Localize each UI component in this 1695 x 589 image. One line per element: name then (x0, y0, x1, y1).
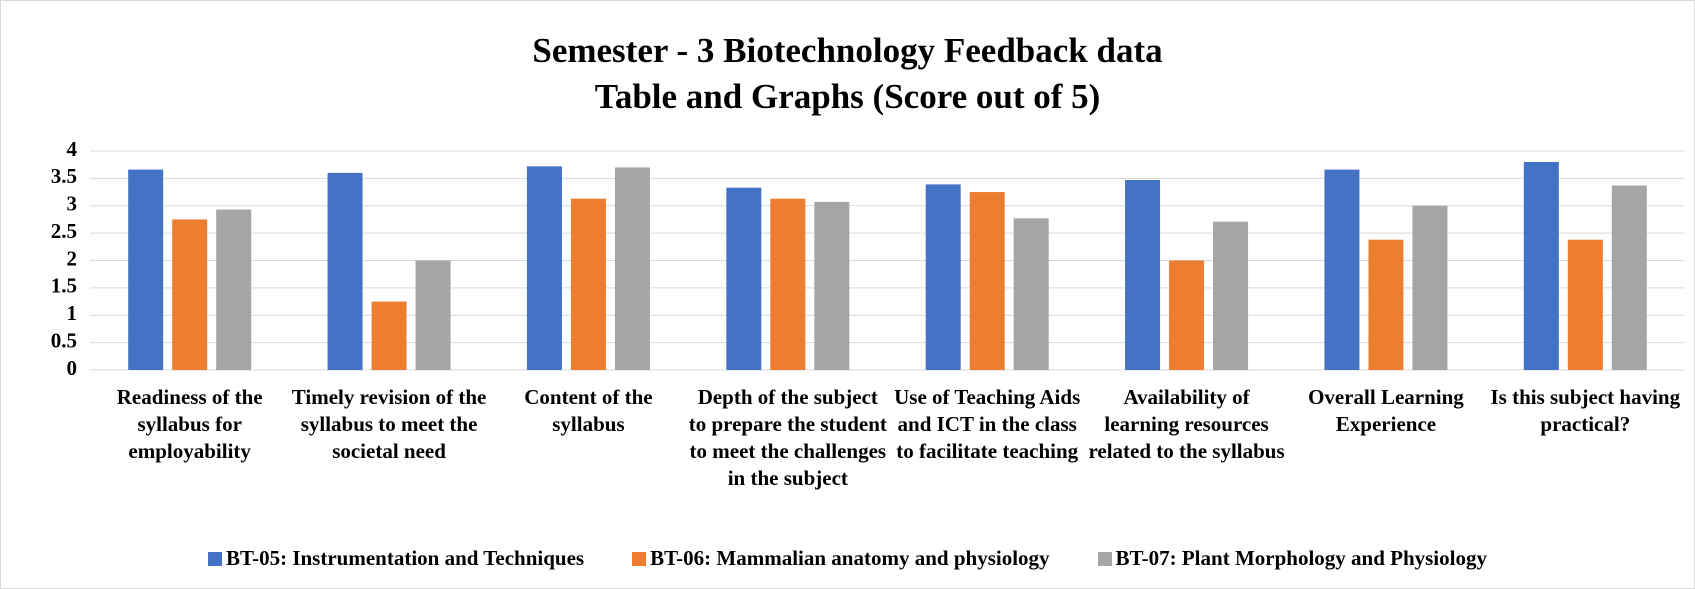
legend-label: BT-07: Plant Morphology and Physiology (1115, 546, 1487, 570)
bar (614, 167, 650, 370)
y-tick-label: 2 (67, 246, 78, 270)
bar (1368, 239, 1404, 370)
y-tick-label: 2.5 (51, 219, 77, 243)
bar (570, 198, 606, 370)
legend-swatch (632, 551, 647, 566)
x-tick-label: Availability of learning resources relat… (1088, 385, 1285, 463)
y-tick-label: 1 (67, 301, 78, 325)
bar (327, 172, 363, 370)
legend-swatch (1097, 551, 1112, 566)
x-tick-label: Readiness of the syllabus for employabil… (116, 385, 263, 463)
x-tick-label: Content of the syllabus (524, 385, 653, 436)
x-tick-label: Use of Teaching Aids and ICT in the clas… (894, 385, 1081, 463)
bar (1213, 221, 1249, 370)
x-tick-label: Depth of the subject to prepare the stud… (688, 385, 887, 490)
bar (1567, 239, 1603, 370)
y-tick-label: 4 (67, 137, 78, 161)
bar (128, 169, 164, 370)
x-tick-label: Is this subject having practical? (1490, 385, 1681, 436)
y-tick-label: 1.5 (51, 274, 77, 298)
bar (172, 219, 208, 370)
bar (925, 184, 961, 370)
bar (1523, 161, 1559, 370)
y-tick-label: 3 (67, 192, 78, 216)
legend-item: BT-07: Plant Morphology and Physiology (1097, 546, 1487, 571)
chart-subtitle: Table and Graphs (Score out of 5) (594, 77, 1101, 116)
legend-label: BT-06: Mammalian anatomy and physiology (650, 546, 1050, 570)
bar (726, 187, 762, 370)
legend-item: BT-05: Instrumentation and Techniques (208, 546, 584, 571)
x-tick-label: Timely revision of the syllabus to meet … (291, 385, 487, 463)
bar (1125, 180, 1161, 370)
bar (1169, 260, 1205, 370)
x-tick-label: Overall Learning Experience (1308, 385, 1464, 436)
bar (969, 192, 1005, 370)
legend-swatch (208, 551, 222, 566)
bar (371, 301, 407, 370)
bar (1013, 218, 1049, 370)
legend: BT-05: Instrumentation and Techniques BT-… (1, 546, 1694, 571)
y-tick-label: 0 (67, 356, 78, 380)
bar (216, 209, 252, 370)
bar (814, 201, 850, 370)
bar (1611, 185, 1647, 370)
chart-title: Semester - 3 Biotechnology Feedback data (532, 31, 1163, 70)
y-tick-label: 0.5 (51, 328, 77, 352)
legend-label: BT-05: Instrumentation and Techniques (226, 546, 585, 570)
bar (1412, 205, 1448, 370)
bar (770, 198, 806, 370)
bar (415, 260, 451, 370)
y-tick-label: 3.5 (51, 164, 77, 188)
legend-item: BT-06: Mammalian anatomy and physiology (632, 546, 1050, 571)
bar (526, 166, 562, 370)
bar (1324, 169, 1360, 370)
